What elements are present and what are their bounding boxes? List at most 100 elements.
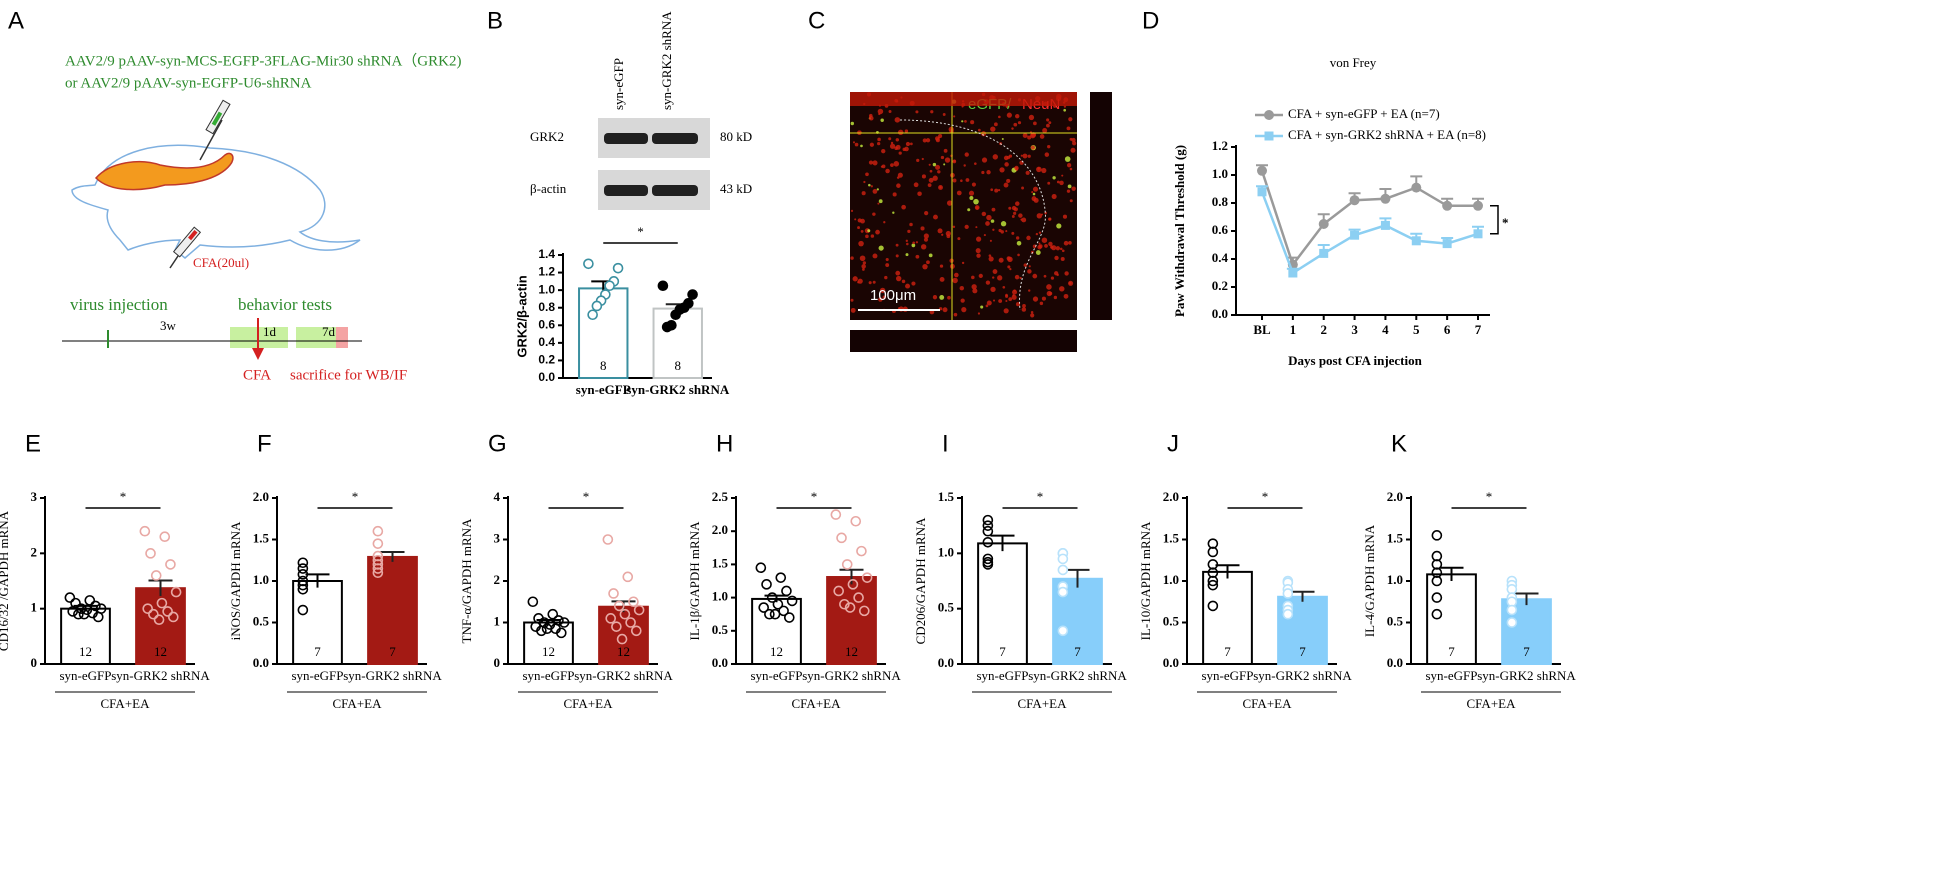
chart-title: von Frey [1330,55,1377,70]
n-label: 8 [675,358,682,373]
cell [1003,308,1009,314]
cell [980,305,984,309]
cell [859,255,866,262]
cell [1064,271,1069,276]
cell [1055,246,1061,251]
error-bar [1215,564,1240,579]
cell [1011,294,1017,300]
y-axis-label: CD206/GAPDH mRNA [913,517,928,644]
y-axis-label: Paw Withdrawal Threshold (g) [1172,145,1187,317]
cell [961,105,964,108]
data-point [611,621,622,632]
cell [861,264,866,269]
cell [1018,213,1023,218]
cell [937,170,941,174]
cell [1021,217,1027,223]
n-label: 7 [389,644,396,659]
cell [1067,184,1072,189]
cell [1049,291,1053,296]
data-point [372,538,384,549]
cell [905,141,911,147]
cell [945,230,951,237]
cell [992,228,995,231]
cell [968,190,975,196]
y-tick-label: 0.0 [1212,306,1228,321]
cell [947,295,951,300]
data-point [830,509,842,520]
data-point [783,612,795,623]
cell [882,295,886,299]
cell [878,245,884,251]
cell [1033,197,1039,203]
cell [1008,154,1013,158]
data-point [372,525,384,537]
data-point [687,289,698,300]
data-point [982,520,994,531]
x-tick-label: syn-GRK2 shRNA [626,382,730,397]
marker [1473,229,1483,239]
cell [1063,293,1069,299]
cell [1001,137,1004,141]
cell [957,237,961,241]
data-point [622,571,634,583]
marker [1288,268,1298,278]
cell [880,118,884,122]
cell [976,253,981,258]
y-tick-label: 0.0 [1163,655,1179,670]
cell [879,287,886,294]
data-point [772,598,784,610]
cell [993,122,998,127]
cell [1016,240,1022,246]
n-label: 12 [770,644,783,659]
cell [872,189,878,194]
data-point [372,567,384,579]
data-point [92,611,104,623]
cell [1066,163,1072,168]
cell [1059,180,1064,186]
cell [850,121,855,126]
data-point [781,585,792,597]
cell [1025,170,1030,175]
blot-band [604,185,648,196]
data-point [167,611,179,623]
x-tick-label: syn-eGFP [576,382,631,397]
data-point [297,583,309,595]
data-point [297,604,309,616]
cell [1061,249,1065,253]
cell [901,204,906,210]
x-tick-label: 7 [1475,322,1482,337]
y-tick-label: 0.0 [938,655,954,670]
cell [1059,286,1065,292]
cell [975,248,981,254]
error-bar [1514,592,1539,606]
error-bar [839,568,864,585]
cell [858,240,864,247]
cell [1028,265,1031,268]
significance: * [1502,215,1509,230]
cell [862,268,865,271]
data-point [541,623,553,635]
cell [1041,296,1046,301]
legend-marker [1264,131,1274,141]
cell [1041,167,1047,174]
cell [860,144,863,148]
cell [952,225,956,229]
cell [1011,215,1015,218]
cell [1020,154,1023,157]
cell [988,256,994,262]
y-tick-label: 0.4 [1212,250,1229,265]
y-tick-label: 0.2 [538,353,555,367]
data-point [758,602,770,613]
marker [1319,248,1329,258]
y-tick-label: 0.2 [1212,278,1228,293]
cell [1007,265,1011,269]
x-tick-label: syn-eGFP [59,668,111,683]
cell [1064,156,1071,162]
cell [953,115,956,118]
cell [952,159,957,164]
cell [1003,182,1009,188]
significance: * [352,489,359,504]
cell [1060,257,1065,262]
cell [999,167,1005,173]
y-axis-label: GRK2/β-actin [514,275,529,357]
